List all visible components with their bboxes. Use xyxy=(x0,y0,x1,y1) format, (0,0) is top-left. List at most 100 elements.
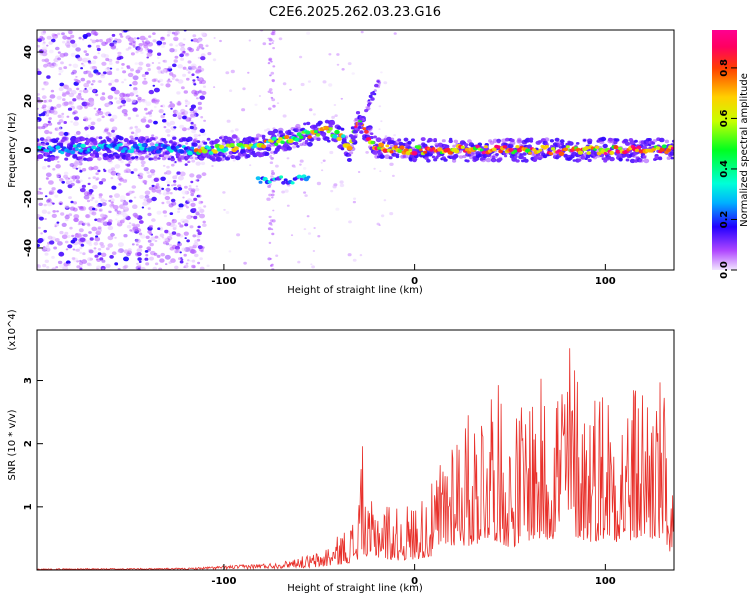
spectrogram-point xyxy=(144,40,151,45)
spectrogram-point xyxy=(198,90,202,94)
spectrogram-point xyxy=(149,169,156,174)
spectrogram-point xyxy=(63,131,69,136)
spectrogram-point xyxy=(340,97,343,100)
spectrogram-point xyxy=(38,202,43,206)
spectrogram-point xyxy=(117,250,121,253)
spectrogram-point xyxy=(183,90,188,94)
spectrogram-point xyxy=(375,137,382,143)
spectrogram-point xyxy=(183,253,187,257)
spectrogram-point xyxy=(135,114,139,117)
spectrogram-point xyxy=(44,245,50,251)
spectrogram-point xyxy=(602,143,608,149)
spectrogram-point xyxy=(197,106,203,110)
spectrogram-point xyxy=(97,156,102,161)
spectrogram-point xyxy=(37,70,42,75)
spectrogram-point xyxy=(66,234,71,239)
spectrogram-point xyxy=(108,113,112,117)
spectrogram-point xyxy=(144,190,151,196)
spectrogram-point xyxy=(197,144,202,149)
spectrogram-point xyxy=(95,172,99,175)
spectrogram-point xyxy=(94,237,101,242)
spectrogram-point xyxy=(162,192,168,196)
spectrogram-point xyxy=(51,267,57,270)
spectrogram-point xyxy=(93,140,98,144)
spectrogram-point xyxy=(151,62,155,64)
spectrogram-point xyxy=(45,112,50,116)
spectrogram-point xyxy=(176,250,180,253)
spectrogram-point xyxy=(132,204,138,209)
spectrogram-point xyxy=(166,221,172,226)
spectrogram-point xyxy=(97,248,102,251)
spectrogram-point xyxy=(61,234,68,240)
spectrogram-point xyxy=(153,252,158,256)
spectrogram-point xyxy=(92,88,97,92)
spectrogram-point xyxy=(100,198,105,202)
spectrogram-point xyxy=(186,198,193,203)
spectrogram-point xyxy=(61,112,65,116)
spectrogram-point xyxy=(266,147,272,152)
spectrogram-point xyxy=(392,174,395,177)
spectrogram-point xyxy=(101,41,107,47)
spectrogram-point xyxy=(498,149,503,154)
spectrogram-point xyxy=(48,99,53,103)
colorbar-tick-label: 0.6 xyxy=(719,110,730,128)
spectrogram-point xyxy=(399,145,405,150)
spectrogram-point xyxy=(303,191,307,194)
spectrogram-point xyxy=(470,152,476,157)
spectrogram-point xyxy=(135,238,141,244)
spectrogram-point xyxy=(634,148,640,153)
spectrogram-point xyxy=(180,57,185,61)
colorbar-scale xyxy=(712,30,737,270)
spectrogram-point xyxy=(190,39,194,42)
spectrogram-point xyxy=(145,63,151,68)
spectrogram-point xyxy=(114,146,120,150)
spectrogram-point xyxy=(136,263,142,267)
spectrogram-point xyxy=(56,221,60,224)
spectrogram-point xyxy=(196,234,201,238)
spectrogram-point xyxy=(101,202,107,207)
spectrogram-point xyxy=(271,79,275,83)
spectrogram-point xyxy=(181,172,185,176)
spectrogram-point xyxy=(83,195,90,200)
spectrogram-point xyxy=(491,147,497,152)
spectrogram-point xyxy=(624,141,631,146)
spectrogram-point xyxy=(316,137,321,141)
spectrogram-point xyxy=(408,148,413,152)
spectrogram-point xyxy=(234,155,241,161)
spectrogram-point xyxy=(131,243,135,246)
spectrogram-point xyxy=(463,143,469,147)
spectrogram-point xyxy=(173,148,178,152)
spectrogram-point xyxy=(154,100,160,105)
spectrogram-point xyxy=(66,115,70,118)
spectrogram-point xyxy=(365,151,369,154)
spectrogram-point xyxy=(43,99,47,103)
spectrogram-point xyxy=(380,120,383,123)
spectrogram-point xyxy=(57,57,61,61)
spectrogram-point xyxy=(308,108,313,112)
spectrogram-point xyxy=(98,152,102,156)
spectrogram-point xyxy=(44,158,48,162)
spectrogram-point xyxy=(95,39,100,43)
spectrogram-point xyxy=(137,143,142,147)
spectrogram-point xyxy=(58,119,64,123)
spectrogram-point xyxy=(109,198,115,203)
spectrogram-point xyxy=(109,67,113,70)
spectrogram-point xyxy=(137,47,143,52)
spectrogram-point xyxy=(174,187,178,191)
spectrogram-point xyxy=(141,206,145,209)
spectrogram-point xyxy=(101,178,107,182)
spectrogram-point xyxy=(315,133,321,137)
spectrogram-point xyxy=(385,144,390,148)
spectrogram-point xyxy=(278,137,283,141)
snr-panel: -100 0 100 1 2 3 Height of straight line (km… xyxy=(7,309,675,594)
spectrogram-point xyxy=(314,130,318,134)
spectrogram-point xyxy=(139,35,146,41)
spectrogram-point xyxy=(71,234,75,238)
spectrogram-point xyxy=(54,225,57,228)
spectrogram-point xyxy=(365,106,369,109)
spectrogram-point xyxy=(336,63,340,66)
spectrogram-point xyxy=(41,125,46,130)
spectrogram-point xyxy=(187,60,192,64)
spectrogram-point xyxy=(165,187,171,192)
spectrogram-point xyxy=(213,37,216,39)
